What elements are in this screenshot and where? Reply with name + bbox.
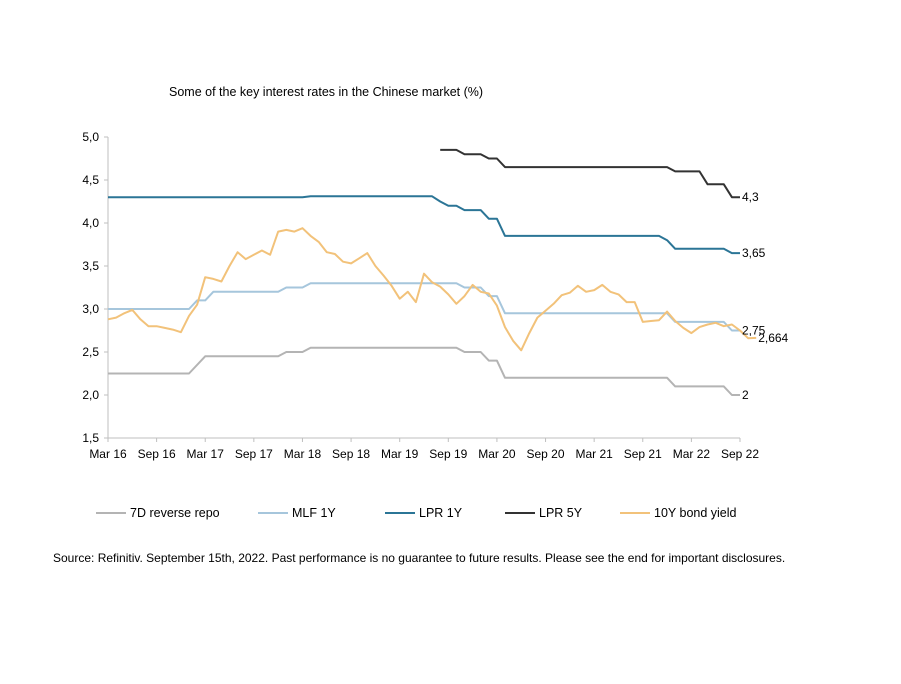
x-tick-label: Sep 21 [624, 447, 662, 461]
series-line-7d-reverse-repo [108, 346, 740, 396]
y-tick-label: 1,5 [82, 431, 99, 445]
x-tick-label: Sep 17 [235, 447, 273, 461]
end-label-10y-bond-yield: 2,664 [758, 331, 788, 345]
chart-end-labels: 2 2,75 3,65 4,3 2,664 [742, 190, 789, 402]
legend-label: 10Y bond yield [654, 506, 737, 520]
legend-label: LPR 1Y [419, 506, 463, 520]
x-tick-label: Sep 16 [138, 447, 176, 461]
legend-swatch [505, 512, 535, 514]
x-tick-label: Mar 18 [284, 447, 322, 461]
x-tick-label: Mar 22 [673, 447, 711, 461]
y-tick-label: 4,5 [82, 173, 99, 187]
x-tick-label: Mar 16 [89, 447, 127, 461]
x-tick-label: Mar 20 [478, 447, 516, 461]
legend-item-lpr-5y: LPR 5Y [505, 506, 582, 520]
y-tick-label: 3,5 [82, 259, 99, 273]
x-tick-label: Sep 22 [721, 447, 759, 461]
legend-label: LPR 5Y [539, 506, 583, 520]
y-tick-label: 4,0 [82, 216, 99, 230]
x-tick-label: Mar 21 [575, 447, 613, 461]
legend-label: 7D reverse repo [130, 506, 220, 520]
y-tick-label: 3,0 [82, 302, 99, 316]
legend-item-7d-reverse-repo: 7D reverse repo [96, 506, 220, 520]
end-label-7d-reverse-repo: 2 [742, 388, 749, 402]
legend-label: MLF 1Y [292, 506, 336, 520]
chart-title: Some of the key interest rates in the Ch… [169, 85, 484, 99]
series-line-10y-bond-yield [107, 227, 757, 352]
legend-swatch [385, 512, 415, 514]
legend-item-mlf-1y: MLF 1Y [258, 506, 336, 520]
y-tick-label: 2,5 [82, 345, 99, 359]
series-line-lpr-1y [108, 195, 740, 255]
source-note: Source: Refinitiv. September 15th, 2022.… [53, 551, 786, 565]
x-tick-label: Sep 19 [429, 447, 467, 461]
legend-swatch [96, 512, 126, 514]
legend-item-lpr-1y: LPR 1Y [385, 506, 462, 520]
y-tick-label: 5,0 [82, 130, 99, 144]
x-tick-label: Mar 19 [381, 447, 419, 461]
series-line-lpr-5y [440, 148, 740, 199]
x-tick-label: Mar 17 [187, 447, 225, 461]
end-label-mlf-1y: 2,75 [742, 324, 766, 338]
x-tick-label: Sep 18 [332, 447, 370, 461]
chart-axes: 5,0 4,5 4,0 3,5 3,0 2,5 2,0 1,5 Mar 16 Sep 16 Mar … [82, 130, 759, 461]
y-tick-label: 2,0 [82, 388, 99, 402]
legend-swatch [620, 512, 650, 514]
x-tick-label: Sep 20 [527, 447, 565, 461]
chart-series [107, 148, 757, 396]
series-line-mlf-1y [108, 282, 740, 332]
legend-item-10y-bond-yield: 10Y bond yield [620, 506, 736, 520]
end-label-lpr-5y: 4,3 [742, 190, 759, 204]
legend-swatch [258, 512, 288, 514]
end-label-lpr-1y: 3,65 [742, 246, 766, 260]
